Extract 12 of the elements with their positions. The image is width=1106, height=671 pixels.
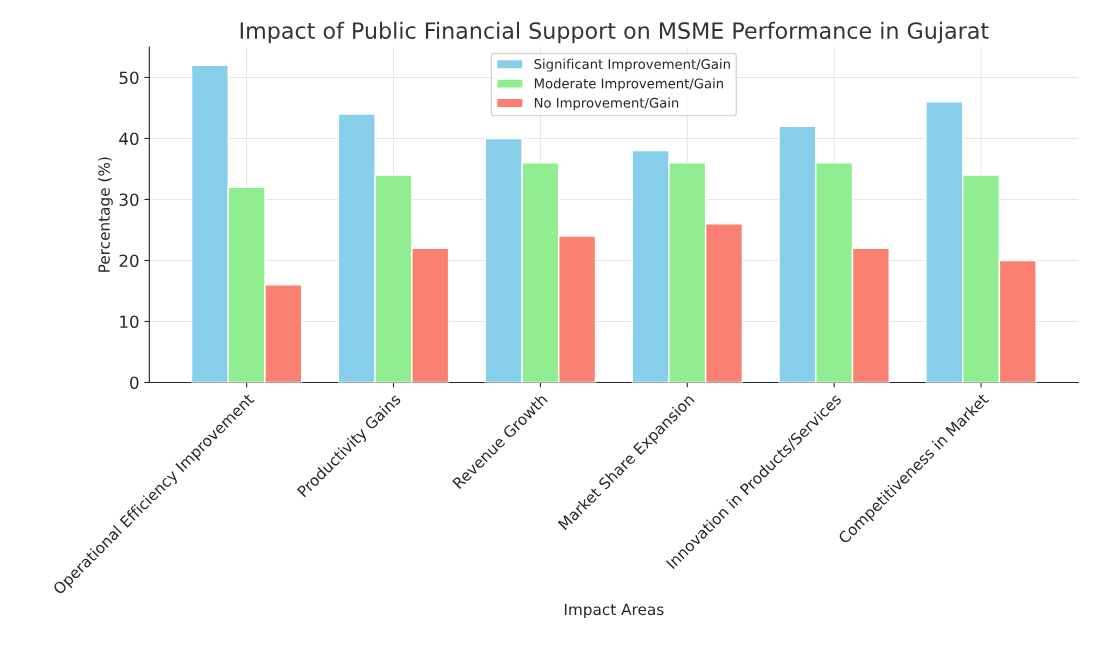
y-tick-label: 10	[120, 315, 139, 329]
legend-label: No Improvement/Gain	[534, 97, 679, 111]
y-tick-label: 0	[130, 376, 139, 390]
legend-label: Significant Improvement/Gain	[534, 58, 730, 72]
x-axis-title: Impact Areas	[564, 603, 664, 619]
y-tick-label: 40	[119, 132, 139, 146]
y-tick-label: 20	[119, 254, 139, 268]
y-axis-title: Percentage (%)	[98, 157, 113, 272]
y-tick-label: 50	[119, 71, 139, 85]
legend-label: Moderate Improvement/Gain	[534, 78, 723, 91]
y-tick-label: 30	[119, 193, 139, 207]
chart-title: Impact of Public Financial Support on MSME Performance in Gujarat	[240, 21, 989, 44]
